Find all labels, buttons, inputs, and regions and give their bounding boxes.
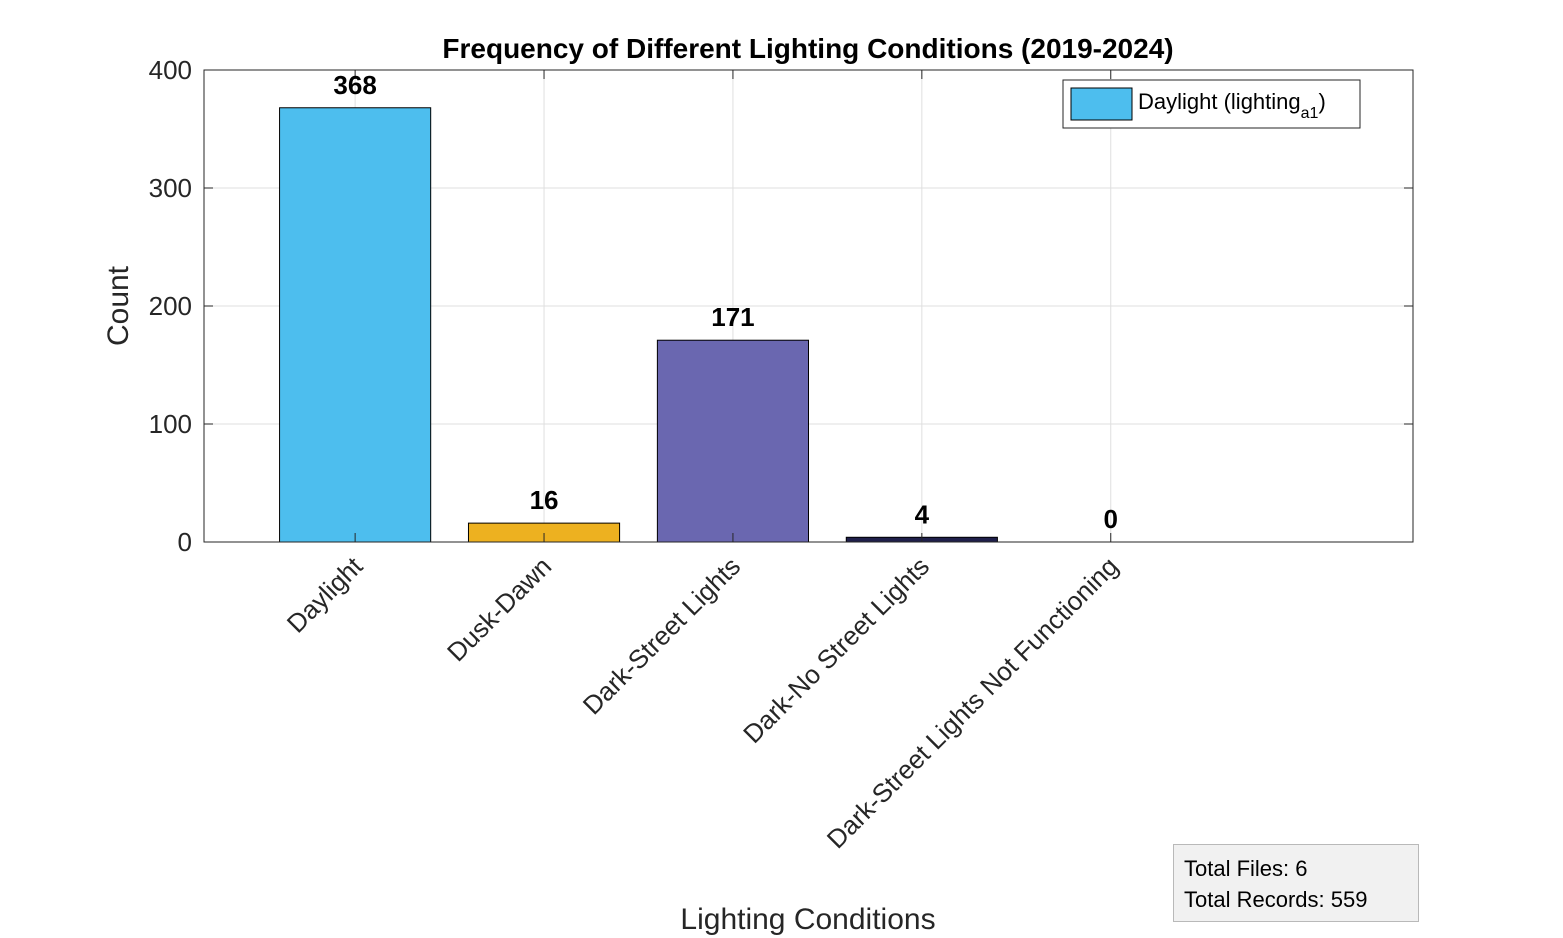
y-tick-label: 300 [149, 173, 192, 203]
legend-label-subscript: a1 [1301, 105, 1319, 122]
bar-daylight [279, 107, 432, 543]
x-tick-label: Dark-No Street Lights [737, 551, 935, 749]
legend-label-end: ) [1318, 89, 1325, 114]
legend-label-main: Daylight (lighting [1138, 89, 1301, 114]
legend-entry-daylight: Daylight (lightinga1) [1138, 89, 1326, 122]
y-axis-title: Count [102, 265, 135, 346]
chart-title: Frequency of Different Lighting Conditio… [442, 33, 1173, 64]
summary-info-box: Total Files: 6 Total Records: 559 [1173, 844, 1419, 922]
data-label: 0 [1104, 504, 1118, 534]
data-label: 16 [530, 485, 559, 515]
data-label: 368 [333, 70, 376, 100]
x-axis-title: Lighting Conditions [680, 903, 935, 936]
data-label: 4 [915, 499, 930, 529]
x-tick-label: Dusk-Dawn [441, 551, 557, 667]
data-label: 171 [711, 302, 754, 332]
x-tick-label: Daylight [281, 550, 369, 638]
y-tick-label: 400 [149, 55, 192, 85]
total-files-text: Total Files: 6 [1184, 856, 1308, 881]
y-tick-label: 200 [149, 291, 192, 321]
legend: Daylight (lightinga1) [1062, 79, 1361, 129]
y-tick-label: 0 [178, 527, 192, 557]
bar-dark-street-lights [656, 339, 809, 543]
data-labels: 368 16 171 4 0 [333, 70, 1118, 534]
x-tick-label: Dark-Street Lights Not Functioning [821, 551, 1124, 854]
legend-swatch [1070, 87, 1133, 121]
total-records-text: Total Records: 559 [1184, 887, 1368, 912]
y-tick-label: 100 [149, 409, 192, 439]
x-tick-label: Dark-Street Lights [577, 551, 746, 720]
